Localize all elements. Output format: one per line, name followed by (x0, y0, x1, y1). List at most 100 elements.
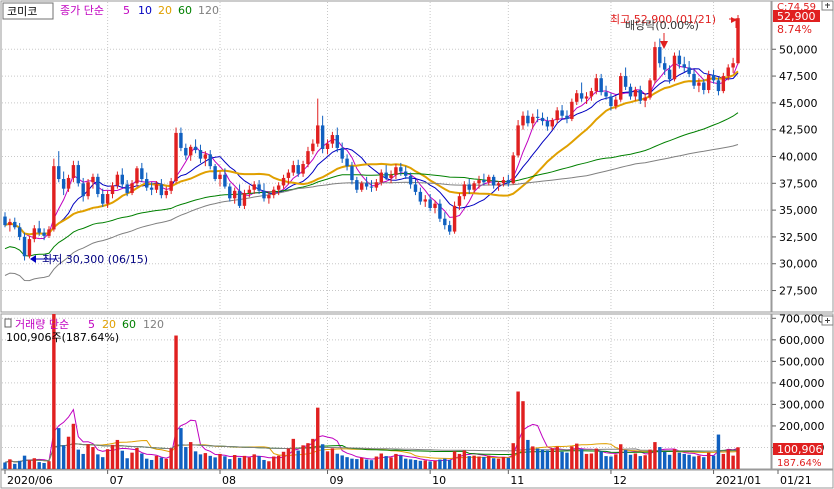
date-tick-label: 08 (222, 474, 236, 487)
volume-legend-ma60: 60 (122, 318, 136, 331)
volume-bar (296, 450, 300, 469)
volume-tick-label: 300,000 (779, 398, 825, 411)
candle-body (320, 125, 325, 149)
volume-bar (658, 447, 662, 469)
candle-body (272, 189, 276, 196)
volume-bar (403, 458, 408, 469)
volume-bar (477, 456, 481, 469)
date-tick-label: 2020/06 (7, 474, 53, 487)
volume-bar (198, 454, 203, 469)
volume-tick-label: 400,000 (779, 377, 825, 390)
candle-body (91, 176, 95, 183)
volume-bar (320, 444, 325, 469)
candle-body (232, 190, 237, 199)
stock-name-box[interactable] (2, 2, 54, 20)
volume-bar (526, 439, 530, 469)
candle-body (228, 186, 232, 199)
volume-bar (399, 455, 403, 469)
candle-body (501, 180, 506, 184)
candle-body (428, 199, 432, 208)
candle-body (506, 180, 511, 184)
volume-tick-label: 700,000 (779, 312, 825, 325)
volume-bar (3, 462, 7, 469)
volume-bar (394, 453, 398, 469)
volume-bar (579, 449, 584, 469)
volume-bar (345, 457, 349, 469)
candle-body (355, 180, 359, 190)
candle-body (491, 176, 496, 186)
volume-bar (716, 434, 721, 469)
volume-bar (506, 457, 511, 469)
volume-bar (589, 453, 594, 469)
candle-body (643, 97, 647, 101)
candle-body (76, 165, 81, 184)
volume-bar (550, 448, 555, 469)
volume-legend-prefix: 거래량 단순 (15, 318, 69, 331)
volume-tick-label: 600,000 (779, 334, 825, 347)
candle-body (345, 158, 349, 167)
volume-bar (91, 447, 95, 469)
ex-dividend-annotation: 배당락(0.00%) (625, 19, 699, 32)
current-price: 52,900 (777, 10, 816, 23)
candle-body (379, 172, 383, 183)
stock-name[interactable]: 코미코 (7, 5, 37, 18)
date-axis-ticks: 2020/06 07 08 09 10 11 12 2021/01 01/21 (4, 470, 812, 487)
candle-body (399, 167, 403, 172)
volume-bar (516, 391, 520, 469)
candle-body (364, 183, 369, 187)
volume-bar (130, 452, 134, 469)
volume-bar (682, 453, 686, 469)
candle-body (27, 239, 32, 257)
price-legend-ma120: 120 (198, 4, 219, 17)
candle-body (638, 90, 642, 101)
x-axis-area (0, 469, 834, 489)
volume-readout: 100,906주(187.64%) (6, 331, 119, 344)
candle-body (105, 194, 110, 204)
candle-body (120, 174, 124, 185)
gridlines (2, 2, 771, 469)
candle-body (145, 179, 149, 188)
candle-body (237, 190, 242, 206)
candle-body (164, 190, 168, 196)
volume-bar (560, 451, 564, 469)
volume-bar (145, 458, 149, 469)
price-legend-prefix: 종가 단순 (60, 4, 104, 17)
volume-bar (159, 457, 164, 469)
candle-body (579, 93, 584, 99)
volume-bar (242, 455, 247, 469)
date-tick-label: 07 (110, 474, 124, 487)
candle-body (692, 73, 696, 86)
candle-body (198, 150, 203, 159)
price-ma-line-60 (4, 112, 739, 257)
volume-bar (599, 451, 603, 469)
candle-body (697, 82, 701, 86)
volume-bar (443, 458, 447, 469)
price-tick-label: 45,000 (779, 97, 818, 110)
volume-bar (491, 458, 496, 469)
candle-body (687, 67, 691, 74)
price-axis-ticks: 50,000 47,500 45,000 42,500 40,000 37,500 35,0… (772, 43, 818, 298)
candle-body (369, 186, 374, 188)
candle-body (721, 76, 726, 92)
volume-legend-swatch (4, 318, 12, 328)
candle-body (3, 216, 7, 226)
candle-body (394, 167, 398, 175)
candle-body (609, 96, 613, 107)
volume-bar (604, 456, 608, 469)
candle-body (218, 174, 222, 180)
volume-bar (677, 452, 682, 469)
candle-body (71, 165, 76, 178)
candle-body (42, 232, 46, 236)
candle-body (677, 55, 682, 65)
candle-body (159, 184, 164, 196)
candle-body (438, 203, 442, 219)
date-tick-label: 09 (330, 474, 344, 487)
volume-bar (42, 462, 46, 469)
price-legend-ma5: 5 (123, 4, 130, 17)
candle-body (306, 151, 310, 165)
volume-bar (154, 455, 159, 469)
price-tick-label: 50,000 (779, 43, 818, 56)
candle-body (262, 190, 266, 199)
candle-body (623, 76, 628, 87)
volume-bar (179, 428, 183, 469)
